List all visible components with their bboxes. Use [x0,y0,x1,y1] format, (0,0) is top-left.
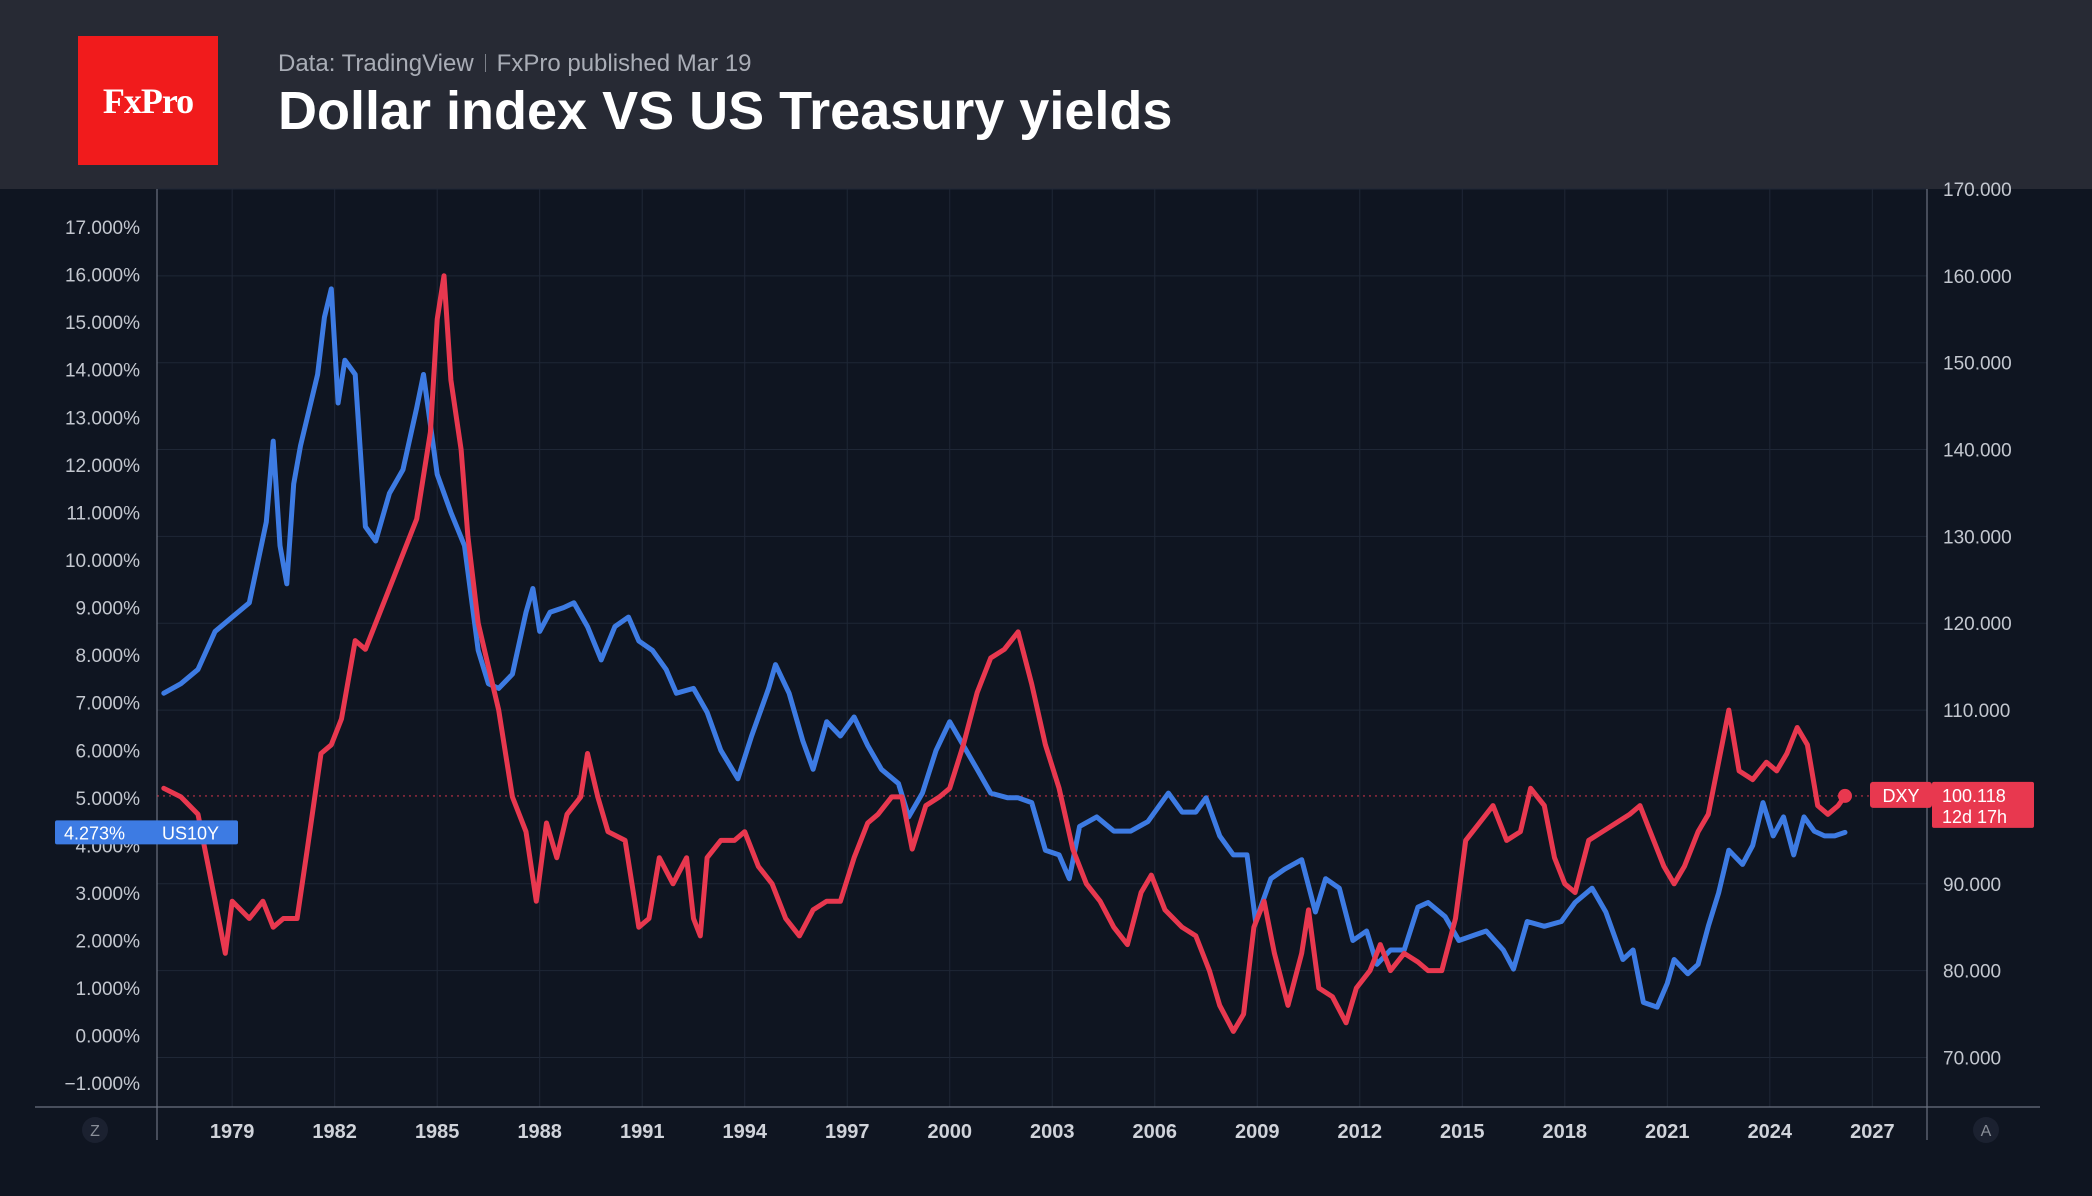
corner-right-bg [1973,1117,1999,1143]
x-tick-label: 1994 [722,1121,767,1143]
published-date: FxPro published Mar 19 [496,50,752,77]
dxy-name-tag-bg [1870,781,1932,808]
left-tick-label: 11.000% [66,503,140,524]
dxy-tag-name: DXY [1882,786,1919,806]
left-tick-label: 14.000% [65,361,140,382]
right-tick-label: 150.000 [1943,354,2012,375]
dxy-tag-value: 100.118 [1942,786,2006,806]
right-tick-label: 80.000 [1943,962,2001,983]
x-tick-label: 2015 [1440,1121,1485,1143]
gridlines [157,188,1927,1107]
x-tick-label: 1979 [210,1121,255,1143]
axes [35,189,2040,1140]
right-axis-ticks: 170.000 160.000 150.000 140.000 130.000 120.0… [1943,180,2012,1069]
x-axis-ticks: 1979 1982 1985 1988 1991 1994 1997 2000 2003 2006… [210,1121,1895,1143]
left-tick-label: 16.000% [65,266,140,287]
left-axis-ticks: 17.000% 16.000% 15.000% 14.000% 13.000% 12.00… [64,218,140,1095]
data-source: Data: TradingView [278,50,474,77]
right-tick-label: 110.000 [1943,701,2010,722]
us10y-tag-value: 4.273% [64,823,125,843]
left-tick-label: 6.000% [76,741,141,762]
dxy-tag-countdown: 12d 17h [1942,807,2007,827]
left-tick-label: 12.000% [65,456,140,477]
left-tick-label: −1.000% [64,1074,140,1095]
left-tick-label: 2.000% [76,932,141,953]
right-tick-label: 170.000 [1943,180,2012,201]
left-tick-label: 13.000% [65,408,140,429]
x-tick-label: 1985 [415,1121,460,1143]
x-tick-label: 2003 [1030,1121,1075,1143]
x-tick-label: 1991 [620,1121,665,1143]
left-tick-label: 10.000% [65,551,140,572]
separator [484,54,486,72]
x-tick-label: 2000 [927,1121,972,1143]
series-lines [161,273,1852,1034]
right-tick-label: 120.000 [1943,614,2012,635]
corner-left-label: Z [90,1123,100,1140]
subtitle: Data: TradingView FxPro published Mar 19 [278,50,751,78]
left-tick-label: 15.000% [65,313,140,334]
x-tick-label: 2024 [1748,1121,1793,1143]
x-tick-label: 2018 [1543,1121,1588,1143]
left-tick-label: 0.000% [76,1027,141,1048]
right-tick-label: 160.000 [1943,267,2012,288]
series-line-us10y [161,286,1848,1010]
right-tick-label: 90.000 [1943,875,2001,896]
corner-left-bg [82,1117,108,1143]
x-tick-label: 1982 [312,1121,357,1143]
right-tick-label: 70.000 [1943,1048,2001,1069]
left-tick-label: 9.000% [76,599,141,620]
x-tick-label: 2009 [1235,1121,1280,1143]
dxy-value-tag-bg [1932,781,2034,828]
series-end-dot-dxy [1837,788,1852,803]
series-line-dxy [161,273,1848,1034]
right-tick-label: 140.000 [1943,441,2012,462]
right-tick-label: 130.000 [1943,527,2012,548]
fxpro-logo: FxPro [78,36,218,165]
x-tick-label: 2006 [1133,1121,1178,1143]
chart-title: Dollar index VS US Treasury yields [278,81,1173,141]
x-tick-label: 2027 [1850,1121,1895,1143]
corner-right-label: A [1981,1123,1992,1140]
left-tick-label: 8.000% [76,646,141,667]
left-tick-label: 1.000% [76,979,141,1000]
header-bar: FxPro Data: TradingView FxPro published M… [0,0,2092,189]
x-tick-label: 1988 [517,1121,562,1143]
x-tick-label: 1997 [825,1121,870,1143]
x-tick-label: 2021 [1645,1121,1690,1143]
left-tick-label: 3.000% [76,884,141,905]
left-tick-label: 17.000% [65,218,140,239]
left-tick-label: 5.000% [76,789,141,810]
us10y-tag-name: US10Y [162,823,219,843]
us10y-tag-bg [55,820,238,845]
left-tick-label: 7.000% [76,694,141,715]
x-tick-label: 2012 [1338,1121,1383,1143]
